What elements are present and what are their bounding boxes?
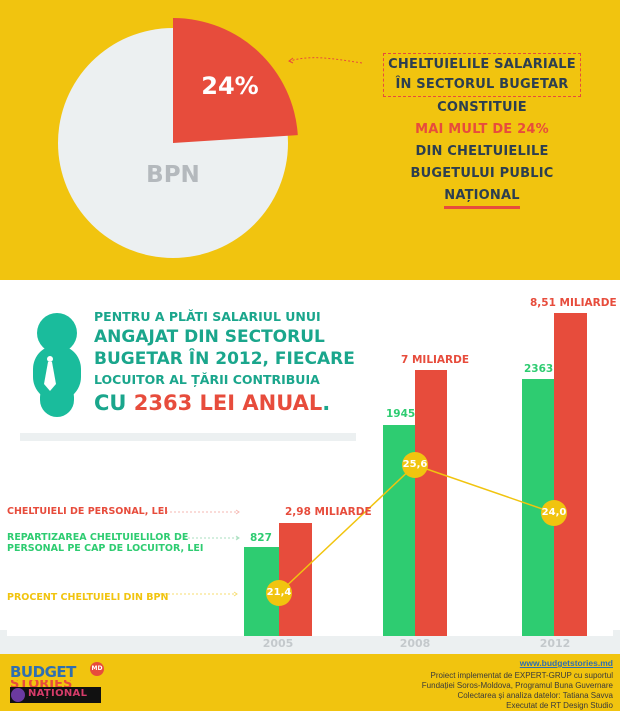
legend-arrows — [156, 509, 240, 597]
headline-line: ANGAJAT DIN SECTORUL — [94, 327, 325, 347]
bar-group-2008 — [383, 370, 447, 636]
bar-group-2012 — [522, 313, 587, 636]
logo-budget-text: BUDGET — [10, 663, 76, 681]
bar-group-2005 — [244, 523, 312, 636]
point-2005 — [266, 580, 292, 606]
x-tick-2012: 2012 — [539, 637, 571, 650]
pie-chart — [58, 17, 298, 258]
bar-label-personnel-2008: 7 MILIARDE — [401, 354, 470, 366]
pie-highlight-label: 24% — [201, 72, 259, 100]
credit-line: Proiect implementat de EXPERT-GRUP cu su… — [430, 671, 613, 680]
bar-label-per-capita-2005: 827 — [250, 532, 272, 544]
point-2008 — [402, 452, 428, 478]
headline-line: CU 2363 LEI ANUAL. — [94, 390, 364, 416]
legend-personnel-costs: CHELTUIELI DE PERSONAL, LEI — [7, 506, 168, 517]
x-tick-2008: 2008 — [399, 637, 431, 650]
legend-per-capita: REPARTIZAREA CHELTUIELILOR DE PERSONAL P… — [7, 532, 203, 554]
legend-line: PERSONAL PE CAP DE LOCUITOR, LEI — [7, 543, 204, 554]
statement: CHELTUIELILE SALARIALE ÎN SECTORUL BUGET… — [362, 53, 602, 209]
arrow-head-icon — [288, 57, 294, 64]
statement-line: BUGETULUI PUBLIC — [410, 166, 554, 181]
logo-md-badge: MD — [90, 662, 104, 676]
credit-line: Fundației Soros-Moldova, Programul Buna … — [421, 681, 613, 690]
headline-highlight: 2363 LEI ANUAL — [133, 391, 323, 415]
headline-line: LOCUITOR AL ȚĂRII CONTRIBUIA — [94, 372, 320, 387]
statement-boxed: CHELTUIELILE SALARIALE ÎN SECTORUL BUGET… — [383, 53, 581, 97]
person-with-tie-icon — [33, 313, 81, 417]
headline-prefix: CU — [94, 391, 134, 415]
bar-personnel-2012 — [554, 313, 587, 636]
headline: PENTRU A PLĂTI SALARIUL UNUI ANGAJAT DIN… — [94, 308, 364, 416]
point-label-2012: 24,0 — [541, 507, 567, 518]
credit-line: Colectarea și analiza datelor: Tatiana S… — [457, 691, 614, 700]
bar-label-per-capita-2008: 1945 — [386, 408, 416, 420]
globe-icon — [11, 688, 25, 702]
pointer-arrow — [289, 57, 363, 64]
credits: www.budgetstories.md Proiect implementat… — [422, 657, 613, 711]
divider — [20, 433, 356, 441]
bar-personnel-2008 — [415, 370, 447, 636]
x-axis-band — [0, 636, 620, 654]
budget-stories-logo[interactable]: BUDGET MD STORIES NAȚIONAL — [10, 662, 104, 703]
statement-line: CONSTITUIE — [437, 100, 527, 115]
point-label-2005: 21,4 — [266, 587, 292, 598]
point-label-2008: 25,6 — [402, 459, 428, 470]
headline-suffix: . — [322, 391, 331, 415]
bar-label-per-capita-2012: 2363 — [524, 363, 554, 375]
statement-underlined: NAȚIONAL — [444, 186, 520, 209]
national-logo-text: NAȚIONAL — [28, 688, 88, 699]
website-link[interactable]: www.budgetstories.md — [519, 658, 613, 668]
legend-line: REPARTIZAREA CHELTUIELILOR DE — [7, 532, 189, 543]
logo-stories-text: STORIES — [10, 680, 76, 687]
pie-slice-salaries — [173, 17, 298, 144]
legend-percent-bpn: PROCENT CHELTUIELI DIN BPN — [7, 592, 169, 603]
statement-line: ÎN SECTORUL BUGETAR — [395, 77, 569, 92]
credit-line: Executat de RT Design Studio — [506, 701, 613, 710]
chart-frame-right — [613, 630, 620, 640]
statement-highlight: MAI MULT DE 24% — [415, 122, 549, 137]
point-2012 — [541, 500, 567, 526]
bar-label-personnel-2012: 8,51 MILIARDE — [530, 297, 617, 309]
x-tick-2005: 2005 — [262, 637, 294, 650]
national-logo: NAȚIONAL — [10, 687, 101, 703]
bar-personnel-2005 — [279, 523, 312, 636]
headline-line: BUGETAR ÎN 2012, FIECARE — [94, 349, 355, 369]
footer — [0, 654, 620, 711]
bar-label-personnel-2005: 2,98 MILIARDE — [285, 506, 372, 518]
statement-line: DIN CHELTUIELILE — [415, 144, 549, 159]
pie-base-label: BPN — [146, 162, 200, 188]
headline-line: PENTRU A PLĂTI SALARIUL UNUI — [94, 309, 321, 324]
statement-line: CHELTUIELILE SALARIALE — [388, 57, 576, 72]
chart-frame-left — [0, 630, 7, 640]
